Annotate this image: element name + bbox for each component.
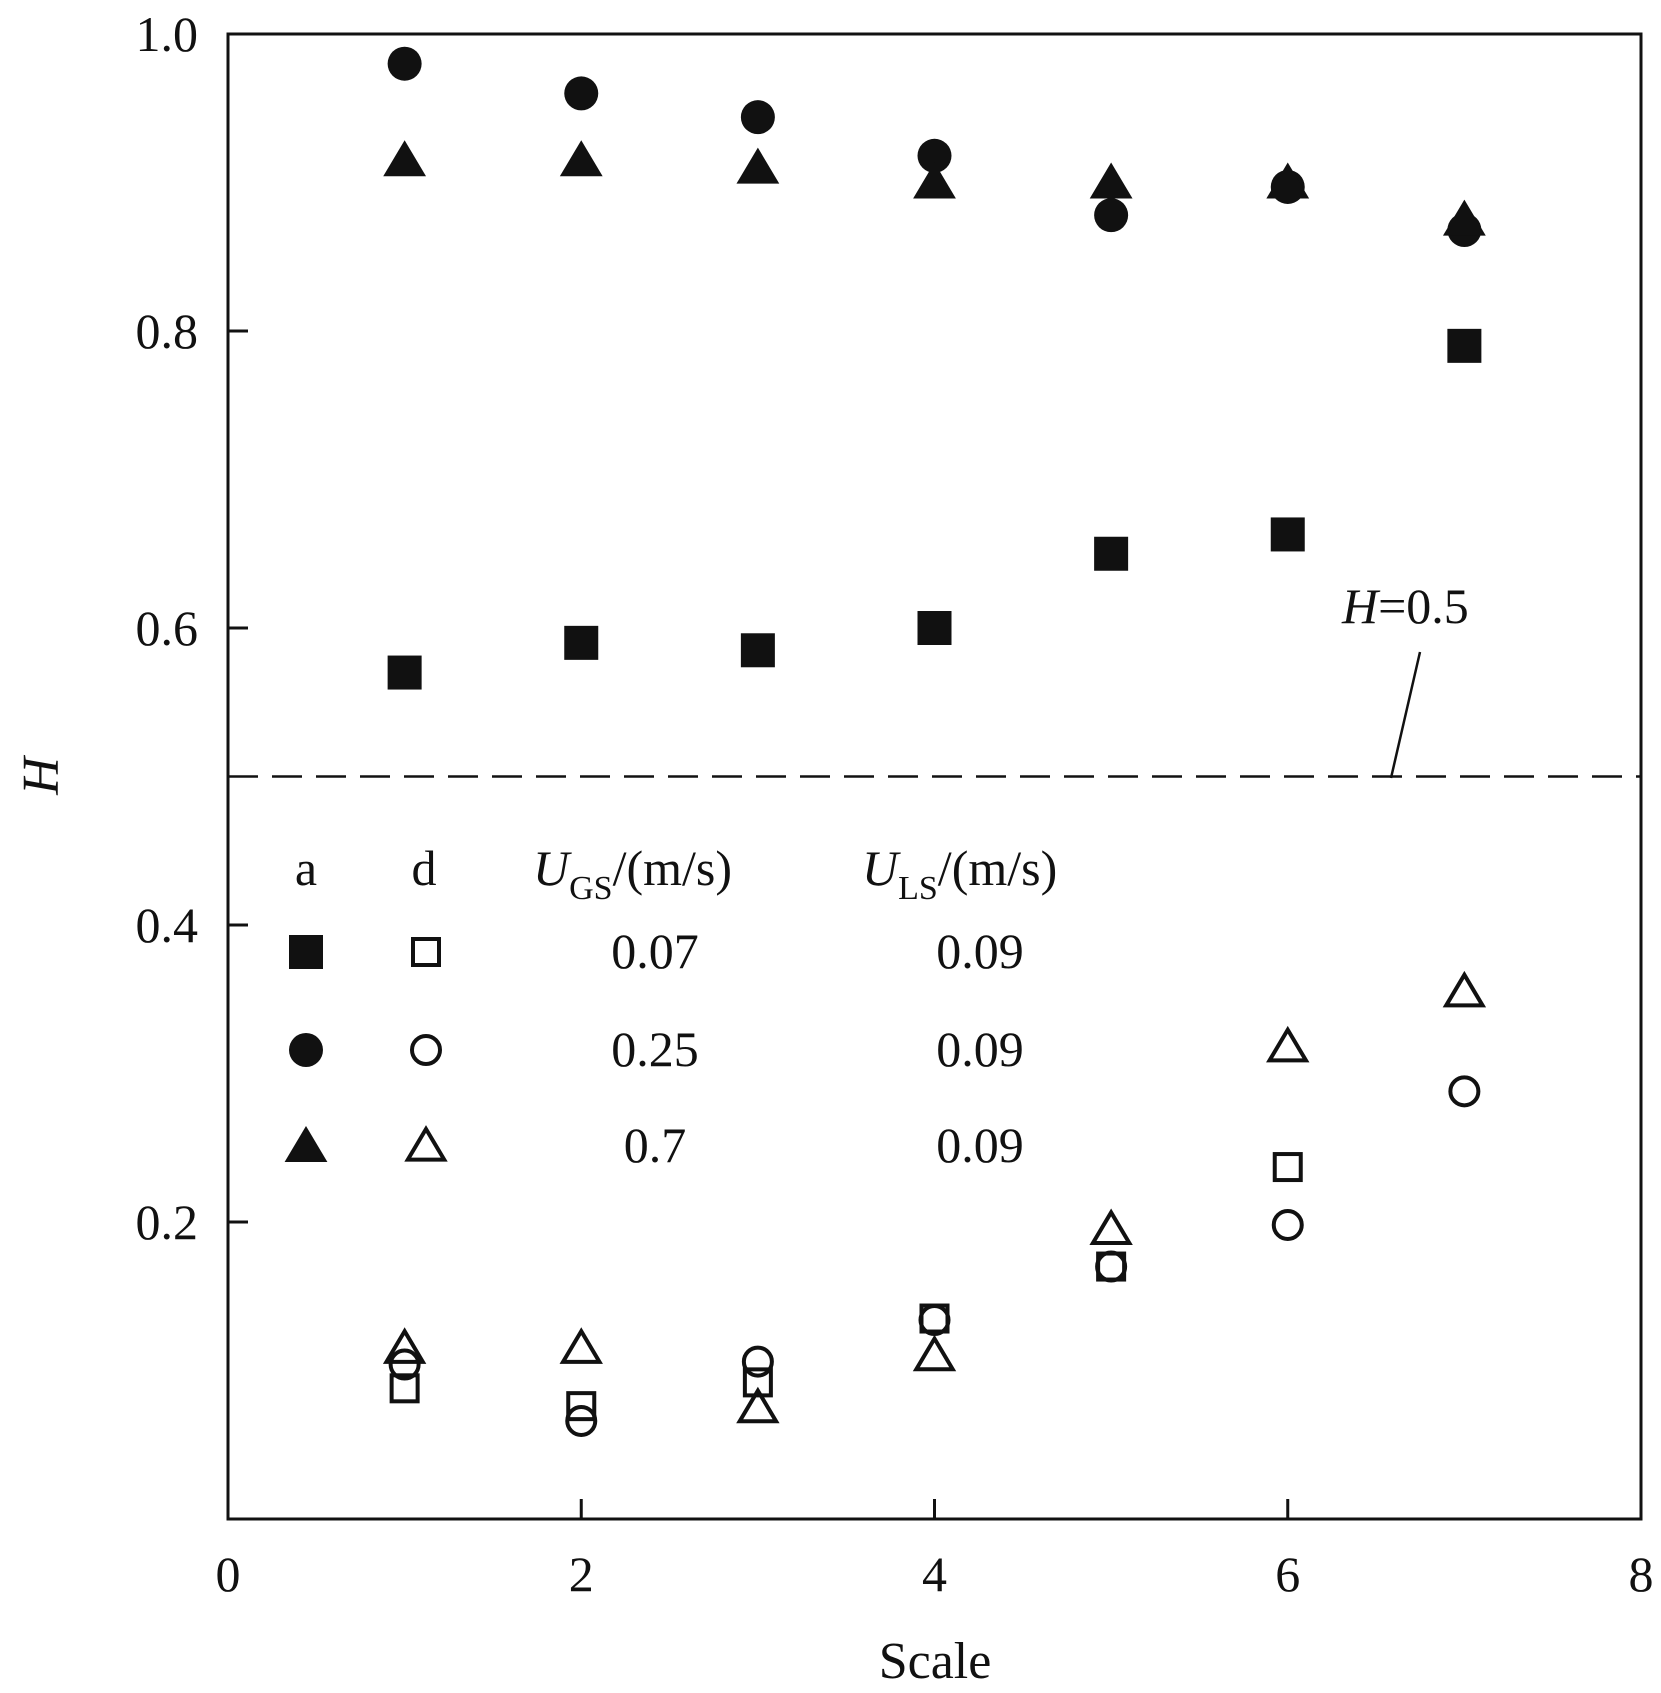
data-point-filled-square — [564, 625, 599, 660]
data-point-filled-triangle — [736, 147, 780, 184]
y-tick-label: 1.0 — [136, 6, 199, 62]
x-tick-label: 6 — [1275, 1546, 1300, 1602]
legend-ugs-value: 0.07 — [611, 923, 699, 979]
data-point-filled-circle — [387, 46, 422, 81]
data-point-filled-circle — [740, 100, 775, 135]
legend-ugs-value: 0.25 — [611, 1021, 699, 1077]
open-square-series — [389, 1152, 1303, 1422]
data-point-open-circle — [565, 1404, 598, 1437]
legend-header-ugs: UGS/(m/s) — [533, 840, 732, 907]
x-tick-label: 2 — [569, 1546, 594, 1602]
data-point-open-square — [742, 1367, 773, 1398]
data-point-open-circle — [1448, 1075, 1481, 1108]
legend-marker-open-circle — [410, 1034, 442, 1066]
data-point-filled-square — [917, 611, 952, 645]
data-point-open-square — [1272, 1152, 1303, 1183]
y-tick-label: 0.2 — [136, 1194, 199, 1250]
data-point-open-triangle — [1266, 1025, 1310, 1063]
axis-ticks — [228, 329, 1290, 1519]
legend-marker-open-square — [411, 937, 441, 967]
data-point-open-circle — [1095, 1250, 1128, 1283]
filled-square-series — [387, 328, 1482, 690]
data-point-filled-square — [1447, 328, 1482, 363]
data-point-filled-circle — [564, 76, 599, 111]
legend-marker-open-triangle — [404, 1125, 448, 1162]
x-axis-title: Scale — [879, 1633, 992, 1690]
y-tick-label: 0.8 — [136, 303, 199, 359]
data-point-open-triangle — [382, 1327, 427, 1364]
legend-uls-value: 0.09 — [936, 923, 1024, 979]
legend-uls-value: 0.09 — [936, 1021, 1024, 1077]
data-point-filled-triangle — [383, 140, 427, 177]
x-tick-label: 4 — [922, 1546, 947, 1602]
tick-labels: 0 2 4 6 8 0.2 0.4 0.6 0.8 1.0 — [136, 6, 1654, 1602]
legend-header-d: d — [412, 840, 437, 896]
data-point-filled-triangle — [913, 162, 956, 199]
legend-uls-value: 0.09 — [936, 1117, 1024, 1173]
data-point-filled-circle — [1094, 198, 1129, 233]
legend-header-uls: ULS/(m/s) — [862, 840, 1057, 907]
data-point-open-triangle — [912, 1334, 957, 1372]
data-point-open-square — [566, 1391, 597, 1422]
data-point-filled-square — [740, 633, 775, 668]
reference-line-label: H=0.5 — [1341, 578, 1469, 634]
legend-ugs-value: 0.7 — [624, 1117, 687, 1173]
open-triangle-series — [382, 970, 1487, 1424]
data-point-open-circle — [1271, 1208, 1304, 1241]
y-tick-label: 0.4 — [136, 897, 199, 953]
reference-line-leader — [1389, 651, 1422, 779]
data-point-filled-triangle — [1266, 162, 1310, 199]
y-axis-title: H — [13, 755, 70, 796]
data-point-open-triangle — [1089, 1208, 1133, 1246]
filled-circle-series — [387, 46, 1482, 248]
legend-marker-filled-circle — [289, 1033, 323, 1067]
data-point-filled-square — [1270, 517, 1305, 552]
data-series — [382, 46, 1487, 1437]
filled-triangle-series — [383, 140, 1486, 236]
data-point-open-triangle — [736, 1386, 780, 1424]
data-point-filled-circle — [917, 138, 952, 173]
y-tick-label: 0.6 — [136, 600, 199, 656]
data-point-open-circle — [741, 1345, 774, 1378]
x-tick-label: 0 — [216, 1546, 241, 1602]
open-circle-series — [388, 1075, 1481, 1437]
data-point-open-square — [389, 1373, 420, 1404]
x-tick-label: 8 — [1629, 1546, 1654, 1602]
data-point-filled-triangle — [1442, 199, 1486, 236]
data-point-filled-triangle — [1089, 162, 1133, 199]
legend: a d UGS/(m/s) ULS/(m/s) 0.07 0.09 0.25 0… — [284, 840, 1057, 1173]
legend-marker-filled-square — [289, 935, 323, 969]
legend-header-a: a — [295, 840, 317, 896]
data-point-open-triangle — [559, 1327, 603, 1364]
legend-markers — [284, 935, 448, 1162]
data-point-filled-square — [387, 655, 422, 690]
data-point-open-triangle — [1442, 970, 1487, 1008]
data-point-open-circle — [388, 1348, 421, 1381]
data-point-open-circle — [918, 1304, 951, 1337]
legend-marker-filled-triangle — [284, 1126, 328, 1162]
data-point-filled-triangle — [559, 140, 603, 177]
data-point-filled-square — [1094, 536, 1129, 571]
